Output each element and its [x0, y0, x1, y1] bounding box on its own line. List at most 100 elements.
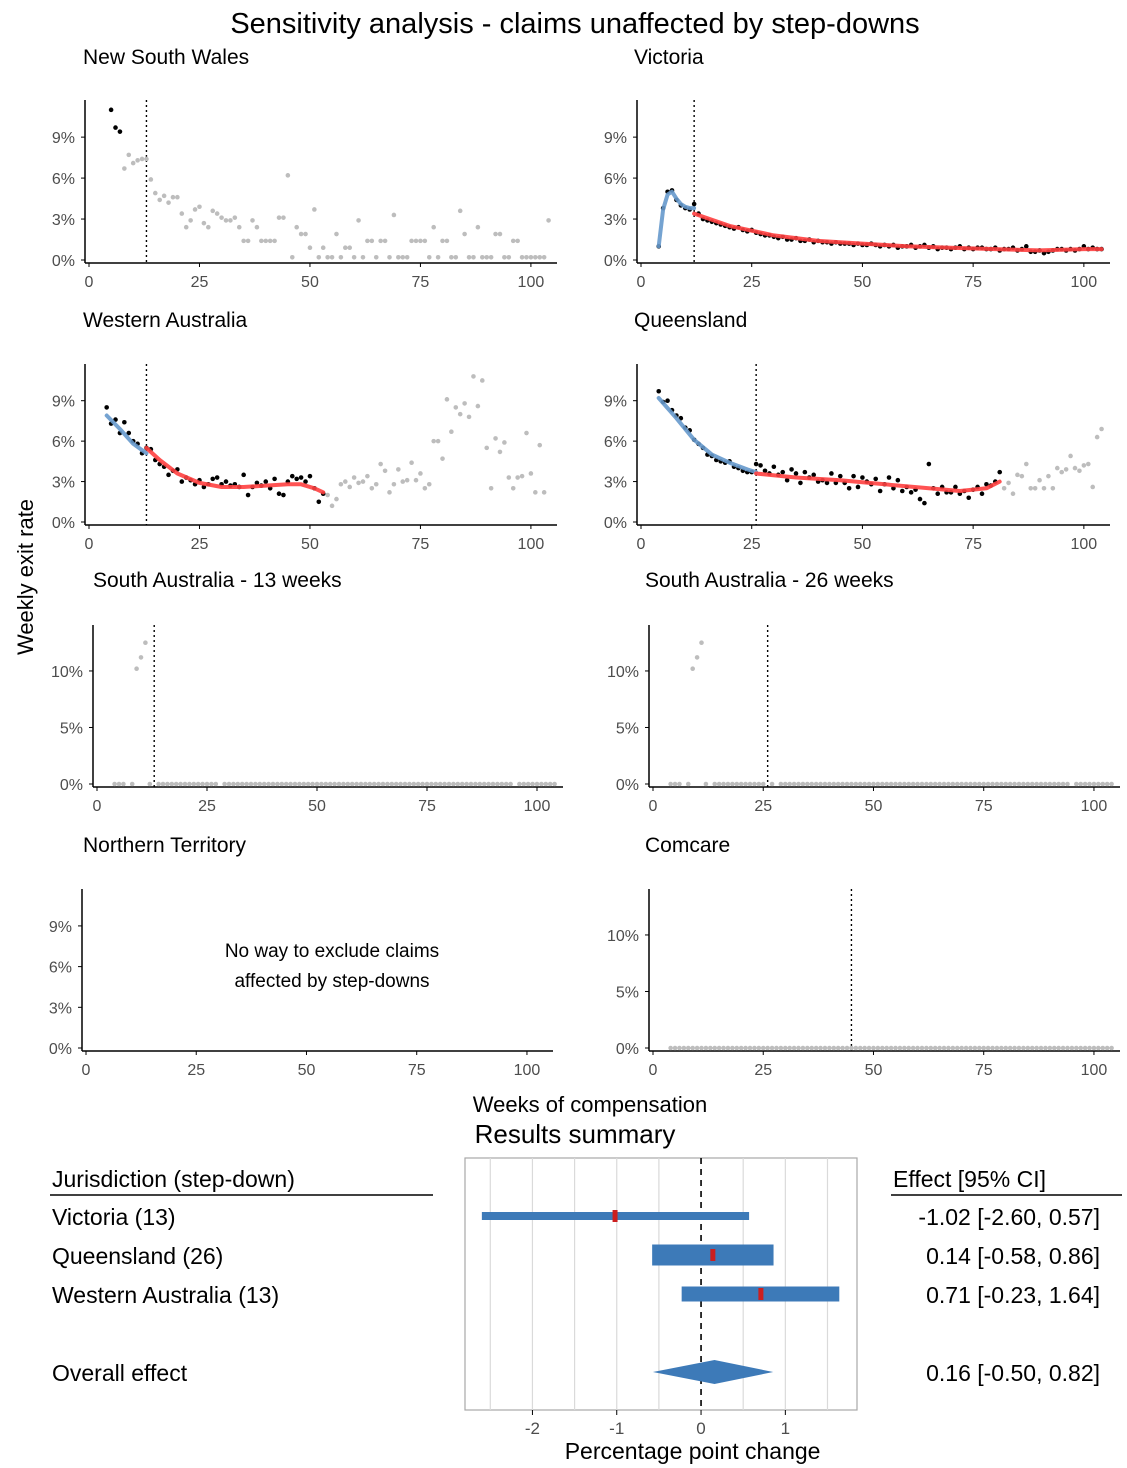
data-point-excluded — [170, 194, 176, 200]
data-point — [789, 467, 794, 472]
y-tick-label: 5% — [60, 720, 83, 737]
data-point-excluded — [183, 224, 189, 230]
data-point-excluded — [813, 781, 819, 787]
data-point-excluded — [506, 254, 512, 260]
x-tick-label: 25 — [754, 798, 772, 815]
data-point-excluded — [1019, 473, 1025, 479]
x-tick-label: 75 — [964, 536, 982, 553]
overall-effect-label: Overall effect — [52, 1360, 188, 1386]
data-point — [811, 472, 817, 478]
x-tick-label: 25 — [743, 536, 761, 553]
data-point-excluded — [1065, 781, 1070, 787]
panel-title: Comcare — [645, 834, 730, 857]
data-point-excluded — [327, 781, 333, 787]
data-point-excluded — [906, 1045, 912, 1051]
data-point — [829, 471, 834, 476]
data-point-excluded — [681, 1045, 687, 1051]
y-tick-label: 6% — [49, 960, 72, 977]
data-point-excluded — [822, 781, 828, 787]
data-point-excluded — [332, 781, 337, 787]
data-point-excluded — [435, 254, 441, 260]
x-tick-label: 25 — [743, 274, 761, 291]
data-point-excluded — [541, 490, 547, 495]
data-point-excluded — [354, 781, 359, 787]
data-point-excluded — [497, 449, 503, 455]
data-point-excluded — [165, 781, 170, 787]
data-point-excluded — [849, 1045, 854, 1051]
data-point-excluded — [897, 1045, 903, 1051]
data-point-excluded — [963, 1045, 969, 1051]
data-point-excluded — [902, 1045, 907, 1051]
data-point — [984, 481, 989, 487]
data-point-excluded — [451, 781, 456, 787]
data-point-excluded — [835, 781, 841, 787]
data-point-excluded — [525, 781, 531, 787]
data-point-excluded — [431, 438, 436, 444]
data-point — [753, 461, 759, 467]
data-point-excluded — [1104, 781, 1110, 787]
data-point-excluded — [380, 781, 386, 787]
data-point-excluded — [932, 781, 938, 787]
data-point-excluded — [1077, 468, 1082, 474]
data-point-excluded — [175, 194, 180, 200]
data-point-excluded — [437, 781, 443, 787]
data-point-excluded — [831, 781, 837, 787]
data-point-excluded — [1109, 781, 1114, 787]
data-point-excluded — [121, 781, 126, 787]
data-point-excluded — [363, 781, 368, 787]
data-point — [953, 484, 958, 490]
data-point-excluded — [963, 781, 969, 787]
data-point-excluded — [201, 220, 207, 226]
data-point-excluded — [464, 781, 469, 787]
data-point-excluded — [1082, 781, 1088, 787]
data-point-excluded — [213, 781, 219, 787]
data-point-excluded — [985, 781, 991, 787]
data-point-excluded — [1006, 480, 1011, 486]
data-point-excluded — [204, 781, 210, 787]
data-point-excluded — [226, 781, 232, 787]
data-point-excluded — [827, 1045, 832, 1051]
data-point-excluded — [191, 781, 197, 787]
data-point-excluded — [738, 1045, 744, 1051]
x-tick-label: 0 — [649, 1062, 658, 1079]
data-point-excluded — [809, 781, 815, 787]
data-point-excluded — [257, 781, 263, 787]
x-tick-label: 50 — [301, 274, 319, 291]
y-tick-label: 9% — [604, 394, 627, 411]
data-point-excluded — [937, 1045, 942, 1051]
data-point-excluded — [152, 190, 158, 196]
data-point-excluded — [769, 1045, 775, 1051]
data-point-excluded — [528, 254, 534, 260]
data-point-excluded — [730, 1045, 735, 1051]
data-point-excluded — [910, 1045, 916, 1051]
x-tick-label: 50 — [865, 798, 883, 815]
data-point-excluded — [1007, 1045, 1013, 1051]
data-point-excluded — [393, 781, 399, 787]
x-tick-label: 75 — [418, 798, 436, 815]
data-point-excluded — [479, 378, 485, 383]
data-point — [263, 479, 269, 484]
data-point-excluded — [126, 152, 132, 158]
data-point-excluded — [884, 1045, 890, 1051]
data-point-excluded — [968, 1045, 973, 1051]
y-tick-label: 5% — [616, 720, 639, 737]
data-point-excluded — [857, 781, 863, 787]
data-point-excluded — [862, 781, 867, 787]
data-point-excluded — [668, 1045, 673, 1051]
data-point-excluded — [424, 781, 430, 787]
data-point-excluded — [534, 781, 540, 787]
y-tick-label: 0% — [616, 777, 639, 794]
data-point-excluded — [968, 781, 973, 787]
data-point — [214, 475, 220, 480]
data-point-excluded — [517, 781, 522, 787]
data-point-excluded — [1029, 1045, 1035, 1051]
panel-western-australia: Western Australia 0% 3% 6% 9% 0 25 50 75 100 — [52, 309, 557, 553]
data-point-excluded — [521, 781, 527, 787]
data-point-excluded — [981, 1045, 987, 1051]
data-point-excluded — [875, 781, 881, 787]
data-point — [245, 492, 251, 498]
data-point-excluded — [1072, 465, 1078, 471]
data-point-excluded — [725, 1045, 731, 1051]
panel-title: Northern Territory — [83, 834, 246, 857]
data-point-excluded — [236, 224, 242, 230]
